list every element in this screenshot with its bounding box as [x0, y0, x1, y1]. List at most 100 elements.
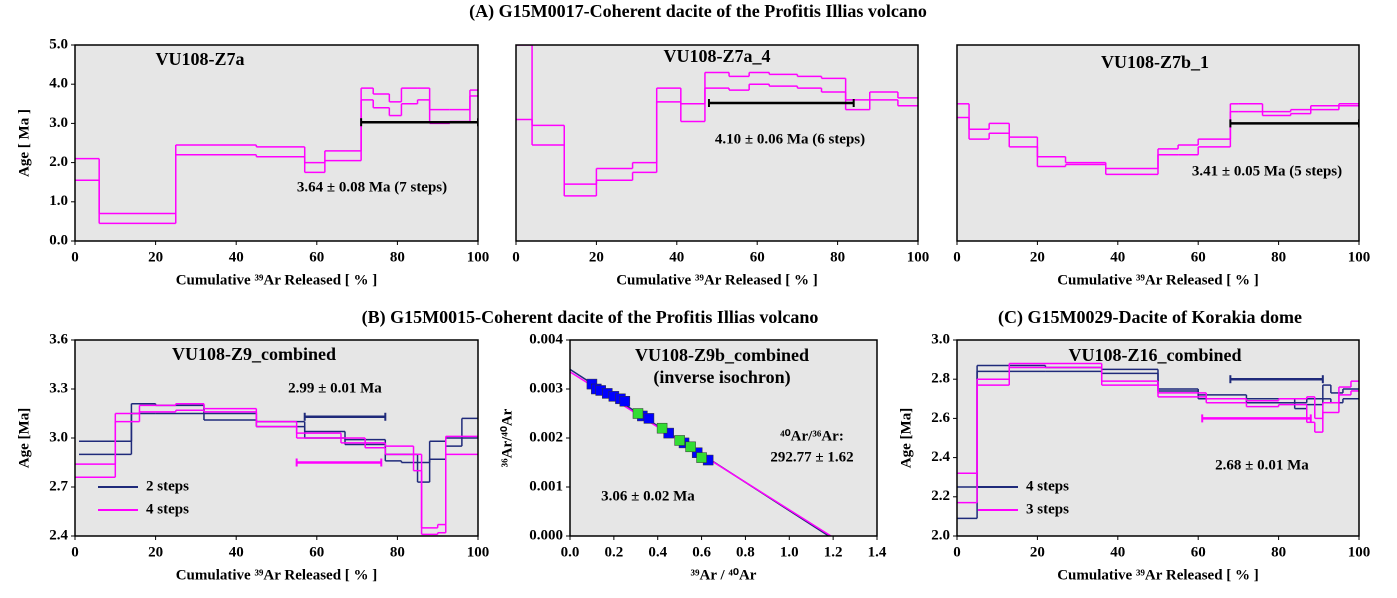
plot-area [75, 45, 478, 241]
y-tick-label: 2.2 [931, 488, 950, 504]
legend-label: 2 steps [146, 478, 189, 494]
y-tick-label: 5.0 [49, 36, 68, 52]
x-tick-label: 60 [309, 249, 324, 265]
plot-border [956, 339, 1360, 537]
x-tick-label: 0 [953, 249, 961, 265]
x-tick-label: 80 [390, 544, 405, 560]
legend-label: 4 steps [146, 501, 189, 517]
y-tick-label: 3.0 [49, 115, 68, 131]
legend-label: 3 steps [1026, 501, 1069, 517]
plot [516, 45, 918, 197]
y-tick-label: 2.7 [49, 478, 68, 494]
legend-label: 4 steps [1026, 478, 1069, 494]
x-tick-label: 20 [1030, 544, 1045, 560]
y-tick-label: 0.004 [529, 331, 563, 347]
point [619, 396, 631, 407]
y-tick-label: 1.0 [49, 193, 68, 209]
y-tick-label: 2.8 [931, 371, 950, 387]
x-tick-label: 20 [148, 249, 163, 265]
point [696, 452, 707, 463]
plot-border [956, 44, 1360, 242]
x-tick-label: 40 [669, 249, 684, 265]
annotation: 292.77 ± 1.62 [770, 449, 853, 465]
heading: (A) G15M0017-Coherent dacite of the Prof… [469, 1, 927, 22]
plot [957, 103, 1359, 176]
point [656, 422, 668, 434]
x-tick-label: 0.2 [604, 544, 623, 560]
annotation: 2.68 ± 0.01 Ma [1215, 457, 1309, 473]
y-tick-label: 3.6 [49, 331, 68, 347]
plot [570, 368, 832, 536]
x-tick-label: 60 [309, 544, 324, 560]
annotation: 3.41 ± 0.05 Ma (5 steps) [1192, 163, 1342, 179]
y-axis-label: Age [ Ma ] [16, 109, 32, 177]
x-tick-label: 0.8 [736, 544, 755, 560]
plot-area [957, 45, 1359, 241]
x-axis-label: Cumulative ³⁹Ar Released [ % ] [616, 272, 818, 288]
x-tick-label: 100 [1348, 249, 1371, 265]
y-tick-label: 0.000 [529, 527, 563, 543]
x-axis-label: Cumulative ³⁹Ar Released [ % ] [176, 272, 378, 288]
y-tick-label: 4.0 [49, 76, 68, 92]
x-tick-label: 80 [1271, 249, 1286, 265]
x-tick-label: 0.0 [561, 544, 580, 560]
plot [957, 362, 1359, 520]
y-tick-label: 2.4 [49, 527, 68, 543]
x-tick-label: 1.0 [780, 544, 799, 560]
y-tick-label: 3.0 [931, 331, 950, 347]
x-tick-label: 40 [1110, 544, 1125, 560]
y-tick-label: 0.0 [49, 232, 68, 248]
plot-border [74, 339, 479, 537]
x-tick-label: 60 [1191, 249, 1206, 265]
y-axis-label: Age [Ma] [898, 408, 914, 468]
plot-area [516, 45, 918, 241]
x-tick-label: 0.4 [648, 544, 667, 560]
y-tick-label: 2.0 [931, 527, 950, 543]
annotation: 2.99 ± 0.01 Ma [288, 380, 382, 396]
point [632, 408, 644, 419]
panel-title: VU108-Z7b_1 [1101, 52, 1209, 72]
panel-title: VU108-Z9_combined [172, 344, 336, 364]
x-tick-label: 80 [1271, 544, 1286, 560]
x-axis-label: Cumulative ³⁹Ar Released [ % ] [1057, 272, 1259, 288]
y-tick-label: 3.0 [49, 429, 68, 445]
x-tick-label: 100 [467, 249, 490, 265]
annotation: 3.64 ± 0.08 Ma (7 steps) [297, 179, 447, 195]
x-tick-label: 80 [390, 249, 405, 265]
x-tick-label: 80 [830, 249, 845, 265]
panel-title: VU108-Z9b_combined [635, 345, 809, 365]
heading: (C) G15M0029-Dacite of Korakia dome [998, 307, 1302, 328]
plot-border [74, 44, 479, 242]
annotation: 4.10 ± 0.06 Ma (6 steps) [715, 131, 865, 147]
plot-border [569, 339, 878, 537]
y-tick-label: 0.001 [529, 478, 563, 494]
point [685, 441, 696, 453]
y-tick-label: 0.002 [529, 429, 563, 445]
y-tick-label: 2.0 [49, 154, 68, 170]
panel-title: VU108-Z16_combined [1068, 345, 1241, 365]
x-tick-label: 0 [71, 249, 79, 265]
y-tick-label: 0.003 [529, 380, 563, 396]
x-tick-label: 40 [229, 544, 244, 560]
x-axis-label: Cumulative ³⁹Ar Released [ % ] [1057, 567, 1259, 583]
x-axis-label: Cumulative ³⁹Ar Released [ % ] [176, 567, 378, 583]
x-tick-label: 1.4 [868, 544, 887, 560]
x-tick-label: 20 [589, 249, 604, 265]
y-axis-label: Age [Ma] [16, 408, 32, 468]
x-axis-label: ³⁹Ar / ⁴⁰Ar [691, 567, 757, 583]
x-tick-label: 60 [750, 249, 765, 265]
x-tick-label: 40 [1110, 249, 1125, 265]
y-tick-label: 2.6 [931, 410, 950, 426]
annotation: ⁴⁰Ar/³⁶Ar: [780, 428, 844, 444]
x-tick-label: 100 [907, 249, 930, 265]
x-tick-label: 40 [229, 249, 244, 265]
annotation: 3.06 ± 0.02 Ma [601, 488, 695, 504]
heading: (B) G15M0015-Coherent dacite of the Prof… [362, 307, 819, 328]
x-tick-label: 0 [953, 544, 961, 560]
plot [75, 402, 478, 536]
y-axis-label: ³⁶Ar/⁴⁰Ar [499, 408, 515, 467]
panel-title: VU108-Z7a [156, 49, 245, 69]
x-tick-label: 1.2 [824, 544, 843, 560]
panel-title: VU108-Z7a_4 [664, 46, 771, 66]
